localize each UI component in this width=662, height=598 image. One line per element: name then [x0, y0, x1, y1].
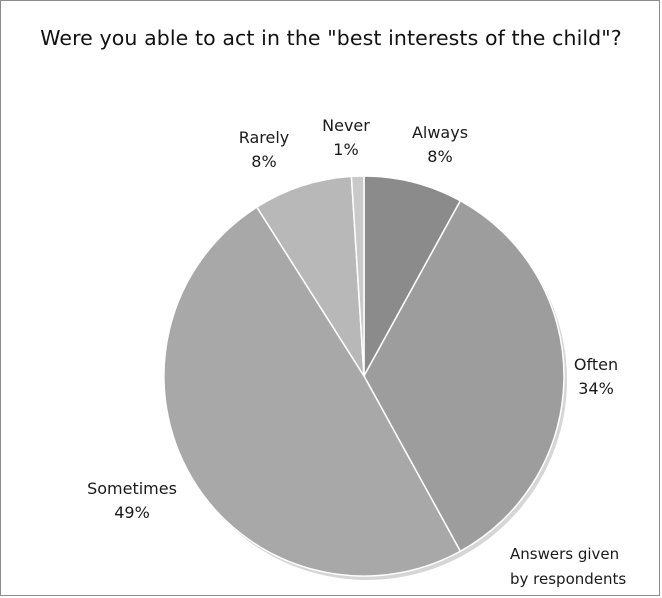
slice-label-rarely: Rarely — [239, 128, 290, 147]
pie-slice-never — [350, 175, 365, 377]
pie-slice-often — [363, 199, 565, 553]
slice-value-never: 1% — [333, 140, 358, 159]
slice-label-often: Often — [574, 355, 618, 374]
chart-note-line-2: by respondents — [510, 570, 627, 588]
slice-label-sometimes: Sometimes — [87, 479, 177, 498]
chart-note-line-1: Answers given — [510, 545, 620, 563]
slice-value-rarely: 8% — [251, 152, 276, 171]
slice-value-always: 8% — [427, 147, 452, 166]
pie-slice-always — [363, 175, 462, 377]
slice-label-always: Always — [412, 123, 468, 142]
chart-note: Answers given by respondents — [510, 542, 626, 592]
pie-slice-rarely — [255, 175, 365, 377]
pie-slice-sometimes — [163, 206, 462, 577]
slice-label-never: Never — [322, 116, 370, 135]
slice-value-sometimes: 49% — [114, 503, 150, 522]
slice-value-often: 34% — [578, 379, 614, 398]
chart-title: Were you able to act in the "best intere… — [40, 26, 622, 50]
